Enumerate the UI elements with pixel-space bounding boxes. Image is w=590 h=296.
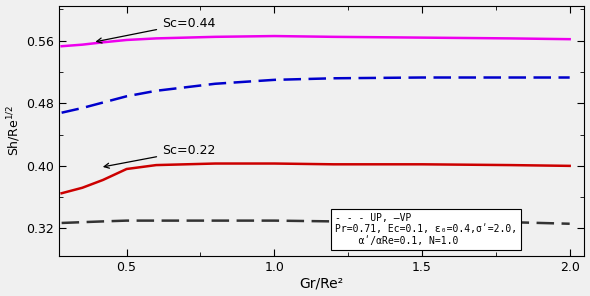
X-axis label: Gr/Re²: Gr/Re² <box>300 276 343 290</box>
Text: Sc=0.44: Sc=0.44 <box>97 17 215 43</box>
Text: Sc=0.22: Sc=0.22 <box>104 144 215 168</box>
Text: - - - UP, —VP
Pr=0.71, Ec=0.1, ε₀=0.4,σʹ=2.0,
    αʹ/αRe=0.1, N=1.0: - - - UP, —VP Pr=0.71, Ec=0.1, ε₀=0.4,σʹ… <box>335 213 517 246</box>
Y-axis label: Sh/Re$^{1/2}$: Sh/Re$^{1/2}$ <box>5 105 23 156</box>
